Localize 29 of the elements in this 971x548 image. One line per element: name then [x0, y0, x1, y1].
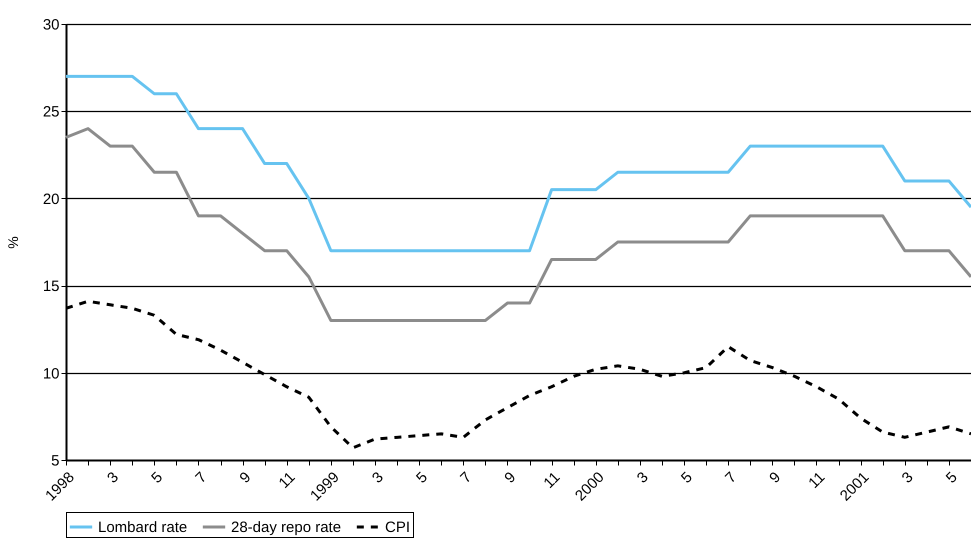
y-tick-label: 10: [42, 365, 60, 382]
line-series: [64, 74, 971, 252]
x-tick-label: 3: [634, 468, 652, 487]
y-tick-label: 5: [51, 452, 60, 470]
legend-label: Lombard rate: [98, 519, 188, 536]
x-tick-label: 5: [148, 468, 166, 487]
x-tick-label: 3: [104, 468, 122, 487]
line-series: [64, 127, 971, 322]
x-tick-label: 5: [942, 468, 961, 487]
x-tick-label: 9: [501, 468, 520, 487]
x-tick-label: 9: [766, 468, 784, 487]
x-tick-label: 11: [805, 468, 828, 492]
x-tick-label: 3: [898, 468, 917, 487]
x-tick-label: 9: [236, 468, 254, 487]
y-tick-label: 25: [42, 104, 60, 121]
y-axis-title: %: [4, 236, 21, 249]
x-tick-label: 7: [457, 468, 476, 487]
legend-label: 28-day repo rate: [231, 519, 342, 536]
y-tick-label: 15: [42, 278, 60, 296]
x-tick-label: 11: [540, 468, 564, 492]
x-tick-label: 5: [678, 468, 696, 487]
x-tick-label: 3: [368, 468, 387, 487]
y-tick-label: 30: [42, 16, 60, 34]
x-tick-label: 11: [276, 468, 299, 492]
y-tick-label: 20: [42, 190, 60, 208]
x-tick-label: 7: [192, 468, 210, 487]
legend-label: CPI: [385, 519, 410, 536]
x-tick-label: 7: [722, 468, 740, 487]
x-tick-label: 5: [413, 468, 431, 487]
